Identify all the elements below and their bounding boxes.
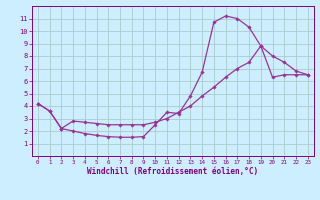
X-axis label: Windchill (Refroidissement éolien,°C): Windchill (Refroidissement éolien,°C) xyxy=(87,167,258,176)
